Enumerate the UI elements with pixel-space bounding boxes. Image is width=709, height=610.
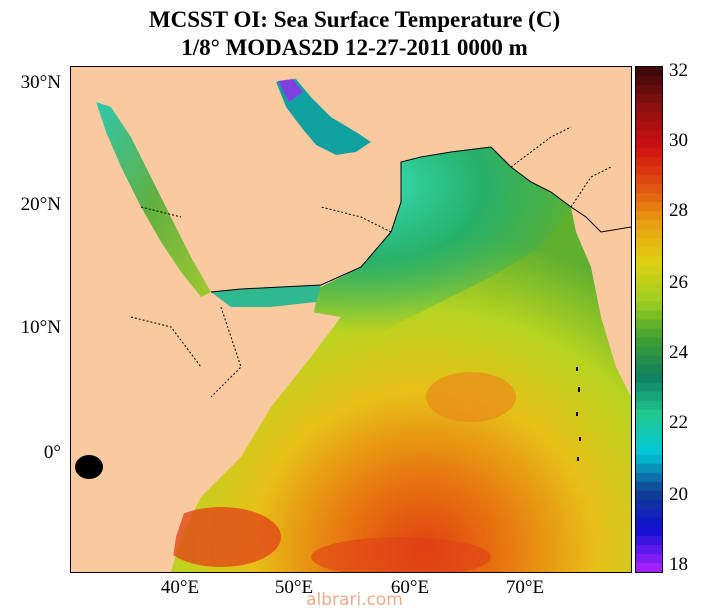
red-sea	[96, 102, 211, 297]
colorbar-tick-30: 30	[669, 130, 688, 151]
colorbar-band	[636, 166, 662, 176]
colorbar-band	[636, 229, 662, 239]
gulf-of-aden	[211, 285, 321, 307]
colorbar-band	[636, 193, 662, 203]
colorbar-band	[636, 265, 662, 275]
colorbar-band	[636, 283, 662, 293]
colorbar-band	[636, 472, 662, 483]
colorbar-band	[636, 328, 662, 339]
colorbar-tick-18: 18	[669, 554, 688, 575]
lat-label-0: 0°	[43, 442, 61, 463]
colorbar-band	[636, 238, 662, 248]
colorbar-band	[636, 76, 662, 86]
colorbar-tick-26: 26	[669, 272, 688, 293]
colorbar-band	[636, 445, 662, 456]
colorbar-band	[636, 409, 662, 420]
colorbar-band	[636, 103, 662, 113]
colorbar-band	[636, 508, 662, 519]
colorbar-tick-32: 32	[669, 60, 688, 81]
colorbar-band	[636, 391, 662, 402]
colorbar-band	[636, 184, 662, 194]
colorbar-band	[636, 364, 662, 375]
colorbar-band	[636, 121, 662, 131]
colorbar-band	[636, 544, 662, 555]
colorbar-band	[636, 301, 662, 311]
colorbar-band	[636, 319, 662, 330]
colorbar-band	[636, 292, 662, 302]
colorbar-tick-20: 20	[669, 484, 688, 505]
colorbar-band	[636, 139, 662, 149]
colorbar-band	[636, 157, 662, 167]
colorbar-tick-24: 24	[669, 342, 688, 363]
lon-label-40e: 40°E	[160, 577, 200, 598]
colorbar-band	[636, 355, 662, 366]
colorbar-band	[636, 130, 662, 140]
colorbar-band	[636, 535, 662, 546]
lat-label-10n: 10°N	[20, 317, 61, 338]
colorbar-band	[636, 67, 662, 77]
colorbar-tick-28: 28	[669, 200, 688, 221]
colorbar-band	[636, 373, 662, 384]
lon-label-70e: 70°E	[505, 577, 545, 598]
sst-map	[70, 66, 632, 573]
colorbar-band	[636, 382, 662, 393]
temperature-colorbar	[635, 66, 663, 573]
colorbar-tick-22: 22	[669, 412, 688, 433]
colorbar-band	[636, 220, 662, 230]
map-subtitle: 1/8° MODAS2D 12-27-2011 0000 m	[181, 35, 528, 60]
colorbar-band	[636, 202, 662, 212]
colorbar-band	[636, 436, 662, 447]
africa-land	[71, 67, 316, 572]
colorbar-band	[636, 499, 662, 510]
india-land	[571, 207, 631, 397]
colorbar-band	[636, 427, 662, 438]
lon-label-50e: 50°E	[274, 577, 314, 598]
colorbar-band	[636, 418, 662, 429]
colorbar-band	[636, 517, 662, 528]
colorbar-band	[636, 211, 662, 221]
colorbar-band	[636, 490, 662, 501]
lon-label-60e: 60°E	[390, 577, 430, 598]
colorbar-band	[636, 553, 662, 564]
persian-gulf	[276, 79, 371, 155]
colorbar-band	[636, 274, 662, 284]
iran-land	[276, 67, 631, 232]
colorbar-band	[636, 463, 662, 474]
map-title: MCSST OI: Sea Surface Temperature (C)	[148, 7, 561, 32]
colorbar-band	[636, 256, 662, 266]
colorbar-band	[636, 562, 662, 572]
colorbar-band	[636, 112, 662, 122]
colorbar-band	[636, 175, 662, 185]
arabia-land	[111, 67, 401, 292]
colorbar-band	[636, 148, 662, 158]
colorbar-band	[636, 85, 662, 95]
colorbar-band	[636, 94, 662, 104]
watermark: albrari.com	[306, 590, 403, 610]
lat-label-30n: 30°N	[20, 72, 61, 93]
lat-label-20n: 20°N	[20, 194, 61, 215]
colorbar-band	[636, 247, 662, 257]
colorbar-band	[636, 337, 662, 348]
colorbar-band	[636, 346, 662, 357]
colorbar-band	[636, 454, 662, 465]
colorbar-band	[636, 310, 662, 320]
colorbar-band	[636, 481, 662, 492]
colorbar-band	[636, 526, 662, 537]
colorbar-band	[636, 400, 662, 411]
